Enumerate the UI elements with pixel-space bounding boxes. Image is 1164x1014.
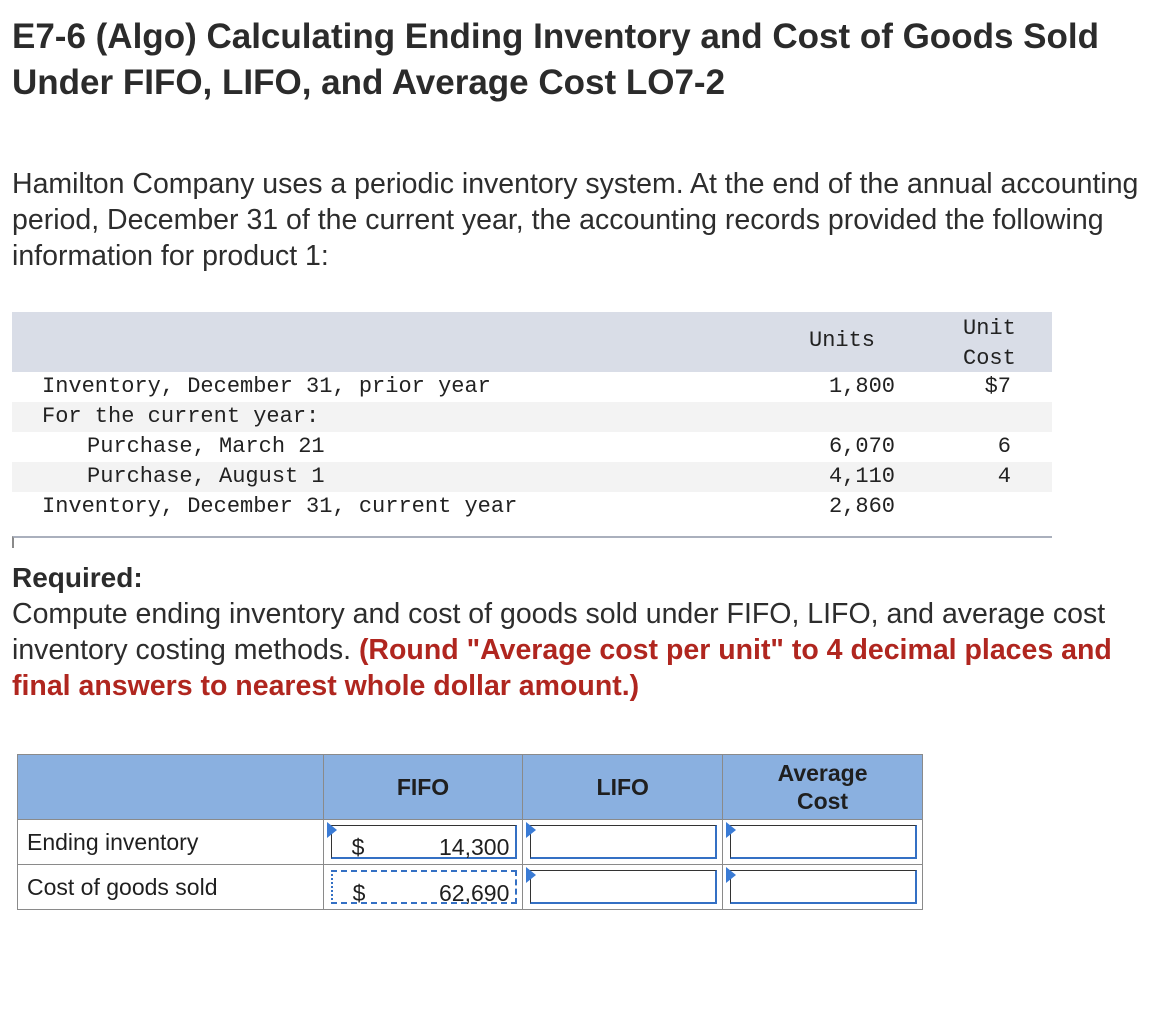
input-marker-icon — [726, 867, 737, 883]
header-blank — [17, 754, 324, 820]
lifo-ending-inventory-input[interactable] — [530, 825, 718, 859]
fifo-cogs-computed-field: $ 62,690 — [330, 870, 518, 906]
input-marker-icon — [526, 822, 537, 838]
data-row-current-inventory: Inventory, December 31, current year 2,8… — [12, 492, 1052, 522]
row-label: For the current year: — [42, 404, 320, 429]
row-units: 6,070 — [828, 434, 895, 459]
data-row-current-year: For the current year: — [12, 402, 1052, 432]
average-cogs-input[interactable] — [730, 870, 917, 904]
average-ending-inventory-input[interactable] — [730, 825, 917, 859]
required-text: Compute ending inventory and cost of goo… — [12, 596, 1162, 704]
cell-fifo-ending-inventory: $ 14,300 — [322, 819, 524, 865]
answer-header-row: FIFO LIFO Average Cost — [17, 754, 923, 820]
row-ending-inventory: Ending inventory $ 14,300 — [17, 819, 923, 865]
data-table-bottom-border — [12, 536, 1052, 548]
header-unit-cost: Unit Cost — [963, 316, 1016, 371]
row-units: 1,800 — [828, 374, 895, 399]
cell-average-ending-inventory — [722, 819, 923, 865]
input-marker-icon — [326, 822, 337, 838]
data-row-purchase-august: Purchase, August 1 4,110 4 — [12, 462, 1052, 492]
cell-lifo-cogs — [522, 864, 724, 910]
header-fifo: FIFO — [322, 754, 524, 820]
row-unit-cost: $7 — [984, 374, 1011, 399]
row-label: Inventory, December 31, current year — [42, 494, 518, 519]
lifo-cogs-input[interactable] — [530, 870, 718, 904]
currency-symbol: $ — [352, 880, 366, 906]
required-instructions: Compute ending inventory and cost of goo… — [12, 598, 1106, 666]
label-ending-inventory: Ending inventory — [17, 819, 324, 865]
row-unit-cost: 4 — [997, 464, 1011, 489]
header-units: Units — [809, 328, 876, 353]
cell-average-cogs — [722, 864, 923, 910]
row-unit-cost: 6 — [997, 434, 1011, 459]
page-title: E7-6 (Algo) Calculating Ending Inventory… — [12, 17, 1099, 102]
data-row-prior-inventory: Inventory, December 31, prior year 1,800… — [12, 372, 1052, 402]
data-row-purchase-march: Purchase, March 21 6,070 6 — [12, 432, 1052, 462]
row-units: 2,860 — [828, 494, 895, 519]
required-heading: Required: — [12, 562, 143, 593]
data-table-header: Units Unit Cost — [12, 312, 1052, 372]
row-label: Inventory, December 31, prior year — [42, 374, 491, 399]
cell-lifo-ending-inventory — [522, 819, 724, 865]
label-cost-of-goods-sold: Cost of goods sold — [17, 864, 324, 910]
fifo-ending-inventory-input[interactable]: $ 14,300 — [330, 825, 518, 860]
input-marker-icon — [726, 822, 737, 838]
rounding-instruction: (Round "Average cost per unit" to 4 deci… — [12, 634, 1112, 702]
row-units: 4,110 — [828, 464, 895, 489]
row-cost-of-goods-sold: Cost of goods sold $ 62,690 — [17, 864, 923, 910]
currency-symbol: $ — [351, 834, 365, 860]
header-lifo: LIFO — [522, 754, 724, 820]
cell-fifo-cogs: $ 62,690 — [322, 864, 524, 910]
inventory-data-table: Units Unit Cost Inventory, December 31, … — [12, 312, 1052, 522]
answer-table: FIFO LIFO Average Cost Ending inventory … — [17, 754, 923, 910]
input-marker-icon — [526, 867, 537, 883]
fifo-ending-inventory-value: 14,300 — [439, 834, 510, 860]
row-label: Purchase, March 21 — [87, 434, 325, 459]
header-average-cost: Average Cost — [722, 754, 923, 820]
fifo-cogs-value: 62,690 — [439, 880, 510, 906]
problem-intro: Hamilton Company uses a periodic invento… — [12, 168, 1139, 272]
row-label: Purchase, August 1 — [87, 464, 325, 489]
